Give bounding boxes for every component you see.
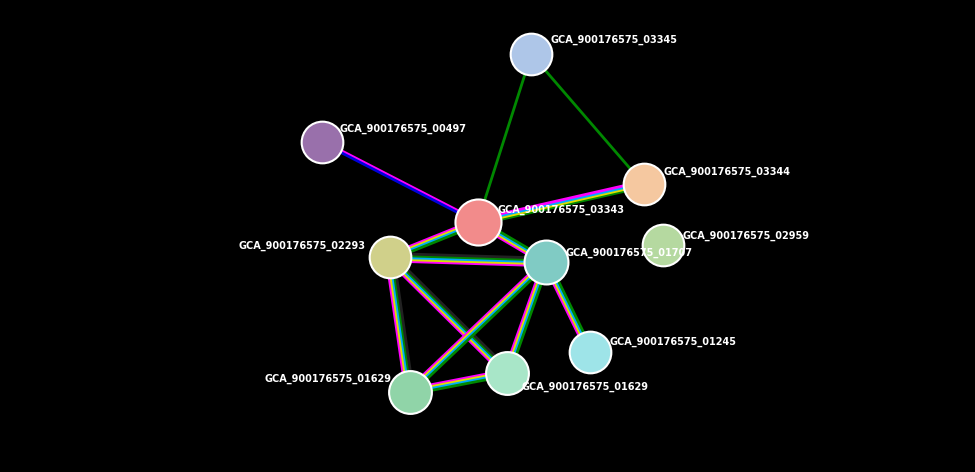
- Point: [582, 348, 598, 355]
- Text: GCA_900176575_02293: GCA_900176575_02293: [239, 240, 366, 251]
- Text: GCA_900176575_01629: GCA_900176575_01629: [522, 382, 648, 392]
- Text: GCA_900176575_01707: GCA_900176575_01707: [566, 247, 692, 258]
- Point: [636, 180, 651, 188]
- Point: [382, 253, 398, 261]
- Text: GCA_900176575_03343: GCA_900176575_03343: [497, 205, 624, 215]
- Text: GCA_900176575_01629: GCA_900176575_01629: [265, 373, 392, 384]
- Point: [538, 258, 554, 266]
- Text: GCA_900176575_03344: GCA_900176575_03344: [663, 167, 790, 177]
- Point: [499, 369, 515, 377]
- Point: [402, 388, 417, 396]
- Point: [655, 242, 671, 249]
- Point: [470, 218, 486, 226]
- Point: [524, 51, 539, 58]
- Text: GCA_900176575_03345: GCA_900176575_03345: [551, 35, 678, 45]
- Text: GCA_900176575_02959: GCA_900176575_02959: [682, 231, 809, 241]
- Text: GCA_900176575_01245: GCA_900176575_01245: [609, 337, 736, 347]
- Text: GCA_900176575_00497: GCA_900176575_00497: [339, 123, 466, 134]
- Point: [314, 138, 330, 145]
